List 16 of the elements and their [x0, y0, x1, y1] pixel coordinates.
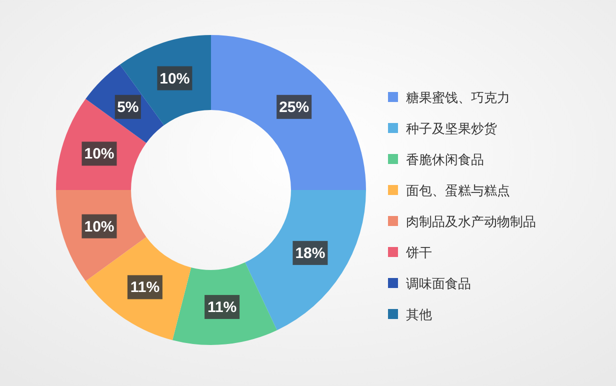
data-label: 11%	[130, 279, 160, 296]
legend-label: 饼干	[405, 245, 432, 260]
data-label: 11%	[207, 298, 237, 316]
legend-label: 调味面食品	[406, 276, 471, 291]
legend-label: 面包、蛋糕与糕点	[406, 183, 510, 198]
data-label: 10%	[84, 218, 114, 236]
data-label: 10%	[84, 146, 114, 163]
data-label: 18%	[295, 244, 326, 262]
data-label: 25%	[279, 98, 310, 116]
legend-label: 肉制品及水产动物制品	[406, 214, 536, 229]
legend-label: 香脆休闲食品	[406, 152, 484, 167]
data-label: 10%	[160, 70, 190, 88]
legend-label: 其他	[406, 307, 432, 322]
legend-label: 种子及坚果炒货	[406, 121, 497, 136]
data-label: 5%	[117, 98, 139, 116]
legend-label: 糖果蜜饯、巧克力	[406, 90, 510, 105]
